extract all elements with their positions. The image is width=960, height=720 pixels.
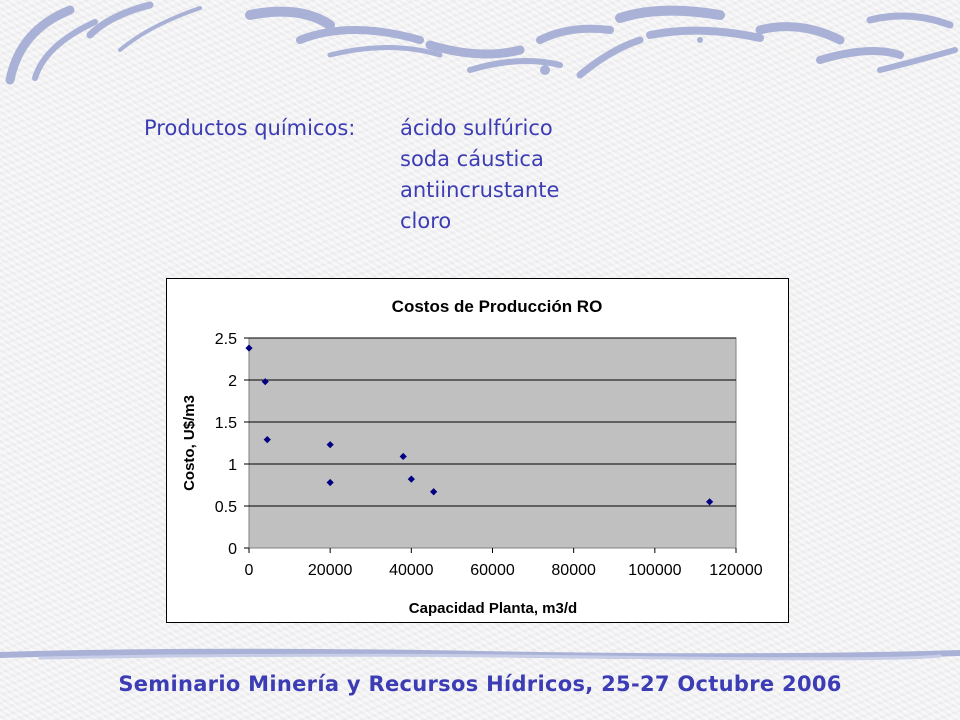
scatter-chart: Costos de Producción RO 0 0.5 1 1.5 2 2.5 0 20…	[166, 278, 789, 623]
x-tick-label: 40000	[389, 562, 434, 579]
x-tick-label: 120000	[709, 562, 762, 579]
x-tick-label: 20000	[308, 562, 353, 579]
y-axis-ticks: 0 0.5 1 1.5 2 2.5	[215, 331, 249, 558]
x-tick-label: 80000	[551, 562, 596, 579]
y-tick-label: 0	[228, 541, 237, 558]
data-point	[430, 488, 438, 496]
chart-title: Costos de Producción RO	[392, 297, 603, 316]
x-tick-label: 60000	[470, 562, 515, 579]
decorative-swirl-banner	[5, 1, 958, 85]
y-tick-label: 2.5	[215, 331, 237, 348]
chemical-item: soda cáustica	[400, 147, 544, 171]
data-point	[407, 475, 415, 483]
gridlines	[249, 337, 736, 507]
chemical-item: ácido sulfúrico	[400, 116, 553, 140]
chemical-item: cloro	[400, 209, 452, 233]
chart-svg: Costos de Producción RO 0 0.5 1 1.5 2 2.5 0 20…	[181, 297, 763, 617]
footer-text: Seminario Minería y Recursos Hídricos, 2…	[118, 672, 842, 696]
x-tick-label: 0	[245, 562, 254, 579]
chemicals-list: ácido sulfúrico soda cáustica antiincrus…	[400, 113, 559, 237]
y-tick-label: 0.5	[215, 499, 237, 516]
chemical-item: antiincrustante	[400, 178, 560, 202]
chemicals-label: Productos químicos:	[144, 116, 356, 140]
y-tick-label: 2	[228, 373, 237, 390]
data-point	[399, 452, 407, 461]
x-axis-label: Capacidad Planta, m3/d	[409, 600, 577, 617]
x-tick-label: 100000	[628, 562, 681, 579]
plot-area	[248, 337, 737, 549]
x-axis-ticks: 0 20000 40000 60000 80000 100000 120000	[245, 548, 763, 579]
y-tick-label: 1.5	[215, 415, 237, 432]
y-axis-label: Costo, U$/m3	[181, 395, 198, 491]
footer-divider	[0, 648, 960, 661]
y-tick-label: 1	[228, 457, 237, 474]
data-point	[261, 378, 269, 386]
data-point	[706, 498, 714, 506]
data-point	[326, 441, 334, 449]
